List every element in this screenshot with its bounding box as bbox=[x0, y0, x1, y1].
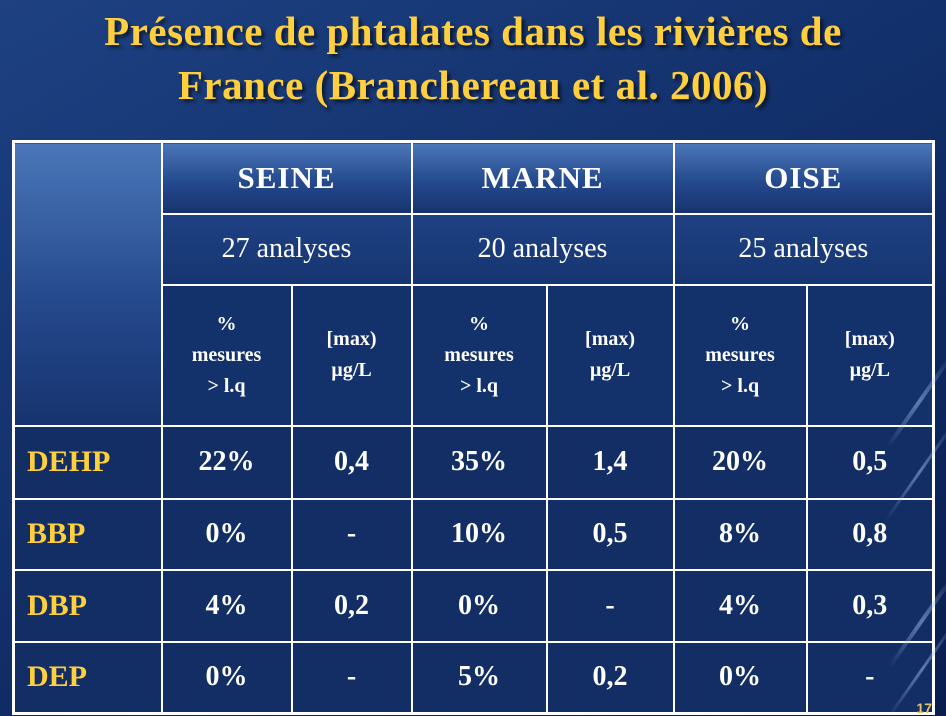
row-label-dehp: DEHP bbox=[12, 424, 163, 500]
subheader-max-marne: [max) µg/L bbox=[545, 283, 675, 427]
page-number: 17 bbox=[916, 700, 932, 716]
subheader-line: [max) bbox=[585, 328, 636, 350]
subheader-line: > l.q bbox=[720, 374, 760, 397]
cell-value: 0,2 bbox=[545, 640, 675, 715]
table-row-dbp: DBP 4% 0,2 0% - 4% 0,3 bbox=[12, 568, 935, 643]
subheader-line: % bbox=[730, 312, 751, 335]
subheader-max-oise: [max) µg/L bbox=[805, 283, 935, 427]
river-header-marne: MARNE bbox=[410, 140, 675, 215]
cell-value: 0% bbox=[672, 640, 808, 715]
subheader-line: > l.q bbox=[207, 374, 246, 397]
subheader-pct-seine: % mesures > l.q bbox=[160, 283, 293, 427]
cell-value: 0% bbox=[160, 497, 293, 571]
phthalates-table: SEINE MARNE OISE 27 analyses 20 analyses… bbox=[12, 140, 936, 715]
subheader-line: [max) bbox=[844, 328, 895, 350]
title-line-2: France (Branchereau et al. 2006) bbox=[177, 62, 769, 109]
subheader-line: mesures bbox=[705, 343, 775, 366]
cell-value: 5% bbox=[410, 640, 548, 715]
cell-value: 20% bbox=[672, 424, 808, 500]
subheader-max-seine: [max) µg/L bbox=[290, 283, 413, 427]
cell-value: 35% bbox=[410, 424, 548, 500]
subheader-line: µg/L bbox=[849, 359, 890, 381]
subheader-line: mesures bbox=[444, 343, 514, 366]
cell-value: 10% bbox=[410, 497, 548, 571]
subheader-line: % bbox=[216, 312, 237, 335]
cell-value: 1,4 bbox=[545, 424, 675, 500]
cell-value: 4% bbox=[672, 568, 808, 643]
row-label-bbp: BBP bbox=[12, 497, 163, 571]
slide-title: Présence de phtalates dans les rivières … bbox=[0, 4, 946, 112]
subheader-line: µg/L bbox=[331, 359, 372, 381]
table-corner-cell bbox=[12, 140, 163, 427]
subheader-pct-marne: % mesures > l.q bbox=[410, 283, 548, 427]
row-label-dep: DEP bbox=[12, 640, 163, 715]
cell-value: 8% bbox=[672, 497, 808, 571]
analyses-marne: 20 analyses bbox=[410, 212, 675, 286]
table-row-bbp: BBP 0% - 10% 0,5 8% 0,8 bbox=[12, 497, 935, 571]
cell-value: 4% bbox=[160, 568, 293, 643]
subheader-line: µg/L bbox=[589, 359, 631, 381]
cell-value: - bbox=[805, 640, 935, 715]
analyses-seine: 27 analyses bbox=[160, 212, 413, 286]
river-header-seine: SEINE bbox=[160, 140, 413, 215]
subheader-line: mesures bbox=[191, 343, 262, 366]
title-line-1: Présence de phtalates dans les rivières … bbox=[104, 8, 842, 54]
analyses-oise: 25 analyses bbox=[672, 212, 935, 286]
subheader-line: > l.q bbox=[459, 374, 499, 397]
cell-value: 0,3 bbox=[805, 568, 935, 643]
cell-value: 0% bbox=[410, 568, 548, 643]
cell-value: 0,8 bbox=[805, 497, 935, 571]
river-header-oise: OISE bbox=[672, 140, 935, 215]
cell-value: - bbox=[290, 497, 413, 571]
cell-value: 0,5 bbox=[545, 497, 675, 571]
row-label-dbp: DBP bbox=[12, 568, 163, 643]
table-row-dep: DEP 0% - 5% 0,2 0% - bbox=[12, 640, 935, 715]
cell-value: - bbox=[290, 640, 413, 715]
cell-value: - bbox=[545, 568, 675, 643]
cell-value: 0,4 bbox=[290, 424, 413, 500]
table-row-dehp: DEHP 22% 0,4 35% 1,4 20% 0,5 bbox=[12, 424, 935, 500]
cell-value: 22% bbox=[160, 424, 293, 500]
cell-value: 0,5 bbox=[805, 424, 935, 500]
subheader-line: [max) bbox=[326, 328, 377, 350]
cell-value: 0,2 bbox=[290, 568, 413, 643]
subheader-line: % bbox=[469, 312, 490, 335]
cell-value: 0% bbox=[160, 640, 293, 715]
subheader-pct-oise: % mesures > l.q bbox=[672, 283, 808, 427]
